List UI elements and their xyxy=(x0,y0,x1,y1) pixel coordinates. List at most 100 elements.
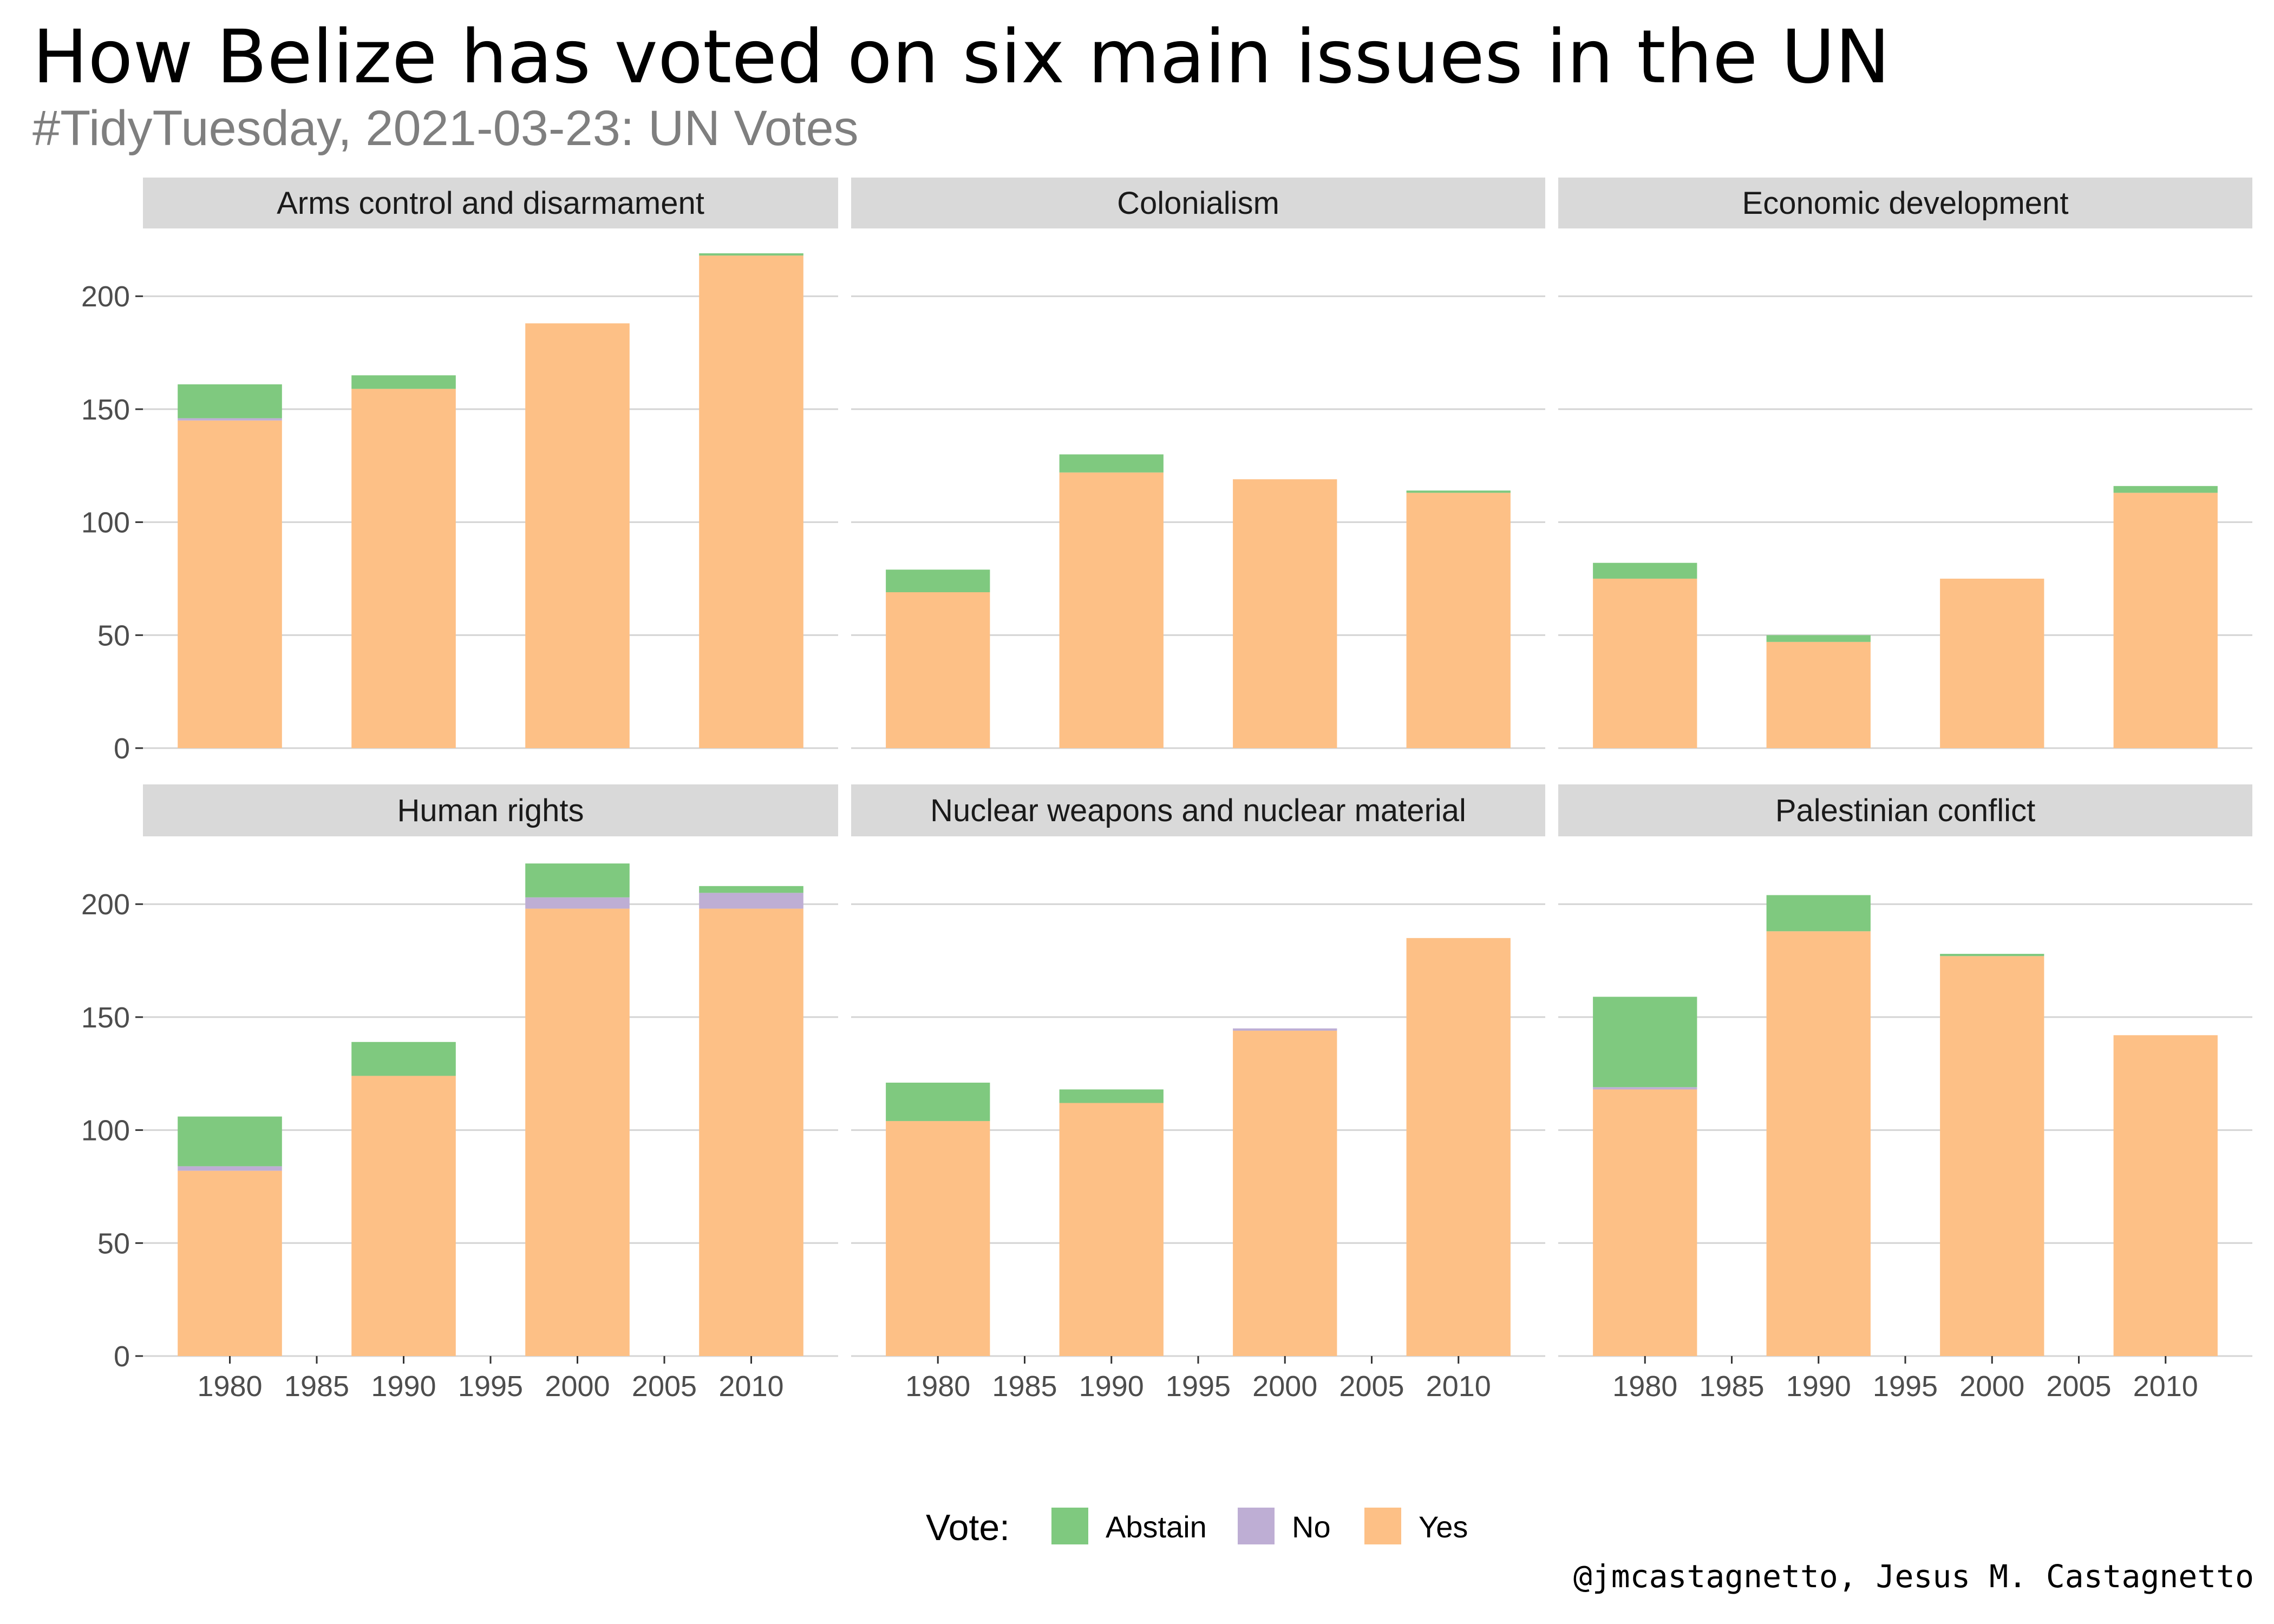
bar-yes xyxy=(886,1121,990,1356)
bar-yes xyxy=(1059,1103,1164,1356)
x-tick-label: 1990 xyxy=(1079,1370,1144,1403)
facet-strip xyxy=(1558,784,2252,836)
bar-yes xyxy=(1940,956,2044,1356)
y-tick-label: 200 xyxy=(81,280,130,313)
y-tick-label: 0 xyxy=(114,732,130,765)
x-tick-label: 2010 xyxy=(1426,1370,1491,1403)
bar-yes xyxy=(525,908,630,1356)
chart-caption: @jmcastagnetto, Jesus M. Castagnetto xyxy=(1573,1558,2254,1595)
bar-abstain xyxy=(1059,454,1164,473)
y-tick-label: 100 xyxy=(81,507,130,539)
x-tick-label: 1995 xyxy=(1166,1370,1231,1403)
x-tick-label: 2000 xyxy=(1959,1370,2024,1403)
x-tick-label: 1995 xyxy=(1873,1370,1938,1403)
x-tick-label: 1985 xyxy=(992,1370,1057,1403)
x-tick-label: 2005 xyxy=(632,1370,697,1403)
bar-no xyxy=(1233,1028,1337,1031)
bar-abstain xyxy=(178,384,282,418)
facet-panel: Colonialism xyxy=(851,178,1545,749)
legend-label: Abstain xyxy=(1106,1510,1207,1544)
bar-yes xyxy=(1406,493,1511,748)
bar-no xyxy=(525,897,630,909)
x-tick-label: 1980 xyxy=(1612,1370,1677,1403)
facet-panel: Arms control and disarmament 0 50 100 150 200 xyxy=(81,178,838,765)
facet-strip-label: Human rights xyxy=(397,793,584,828)
bar-abstain xyxy=(1940,954,2044,957)
bar-no xyxy=(178,418,282,421)
bar-abstain xyxy=(699,886,803,893)
x-tick-label: 1985 xyxy=(1699,1370,1764,1403)
x-tick-label: 2005 xyxy=(1339,1370,1404,1403)
bar-abstain xyxy=(351,375,456,389)
bar-yes xyxy=(699,908,803,1356)
bar-abstain xyxy=(699,253,803,256)
bar-yes xyxy=(1233,1030,1337,1356)
bar-abstain xyxy=(351,1042,456,1076)
x-tick-label: 2005 xyxy=(2046,1370,2111,1403)
x-tick-label: 2010 xyxy=(2133,1370,2198,1403)
y-tick-label: 200 xyxy=(81,888,130,921)
bar-yes xyxy=(1766,931,1871,1356)
bar-yes xyxy=(2113,493,2218,748)
bar-yes xyxy=(2113,1035,2218,1356)
bar-yes xyxy=(1406,938,1511,1356)
facet-strip xyxy=(851,784,1545,836)
bar-no xyxy=(178,1166,282,1171)
facet-strip-label: Arms control and disarmament xyxy=(277,186,704,221)
bar-abstain xyxy=(1593,562,1697,579)
bar-yes xyxy=(351,1076,456,1356)
legend-title: Vote: xyxy=(926,1507,1010,1548)
facet-strip xyxy=(143,178,838,228)
bar-abstain xyxy=(178,1116,282,1167)
bar-yes xyxy=(699,256,803,749)
legend-key-abstain xyxy=(1051,1508,1088,1544)
bar-yes xyxy=(351,389,456,748)
legend: Vote: Abstain No Yes xyxy=(926,1507,1468,1548)
x-tick-label: 2000 xyxy=(1252,1370,1317,1403)
bar-yes xyxy=(1233,479,1337,748)
bar-no xyxy=(1593,1087,1697,1090)
bar-yes xyxy=(525,323,630,748)
chart-subtitle: #TidyTuesday, 2021-03-23: UN Votes xyxy=(32,101,859,156)
bar-yes xyxy=(1766,641,1871,748)
x-tick-label: 2000 xyxy=(545,1370,610,1403)
facet-strip xyxy=(851,178,1545,228)
facet-strip xyxy=(1558,178,2252,228)
bar-abstain xyxy=(886,1082,990,1121)
bar-yes xyxy=(1059,472,1164,748)
x-tick-label: 2010 xyxy=(718,1370,783,1403)
bar-yes xyxy=(178,420,282,748)
bar-abstain xyxy=(886,569,990,592)
facet-strip-label: Nuclear weapons and nuclear material xyxy=(930,793,1466,828)
facet-panel: Palestinian conflict 1980 1985 1990 1995 2000… xyxy=(1558,784,2252,1403)
bar-abstain xyxy=(525,863,630,898)
bar-yes xyxy=(1593,1089,1697,1356)
facet-panel: Economic development xyxy=(1558,178,2252,749)
x-tick-label: 1980 xyxy=(905,1370,970,1403)
x-tick-label: 1985 xyxy=(284,1370,349,1403)
bar-abstain xyxy=(1406,490,1511,493)
x-tick-label: 1990 xyxy=(371,1370,436,1403)
legend-label: No xyxy=(1292,1510,1331,1544)
bar-abstain xyxy=(1059,1089,1164,1103)
facet-strip-label: Palestinian conflict xyxy=(1775,793,2035,828)
y-tick-label: 0 xyxy=(114,1340,130,1373)
bar-yes xyxy=(1593,578,1697,748)
legend-key-yes xyxy=(1364,1508,1401,1544)
facet-panel: Nuclear weapons and nuclear material 1980… xyxy=(851,784,1545,1403)
bar-abstain xyxy=(1593,997,1697,1088)
y-tick-label: 50 xyxy=(97,619,130,652)
bar-yes xyxy=(886,592,990,748)
bar-no xyxy=(699,893,803,909)
bar-yes xyxy=(1940,578,2044,748)
facet-strip-label: Economic development xyxy=(1742,186,2069,221)
y-tick-label: 150 xyxy=(81,394,130,426)
x-tick-label: 1980 xyxy=(197,1370,262,1403)
y-tick-label: 150 xyxy=(81,1001,130,1034)
y-tick-label: 50 xyxy=(97,1227,130,1260)
x-tick-label: 1995 xyxy=(458,1370,523,1403)
x-tick-label: 1990 xyxy=(1786,1370,1851,1403)
facet-panels: Arms control and disarmament 0 50 100 150 200… xyxy=(81,178,2252,1403)
legend-label: Yes xyxy=(1419,1510,1468,1544)
